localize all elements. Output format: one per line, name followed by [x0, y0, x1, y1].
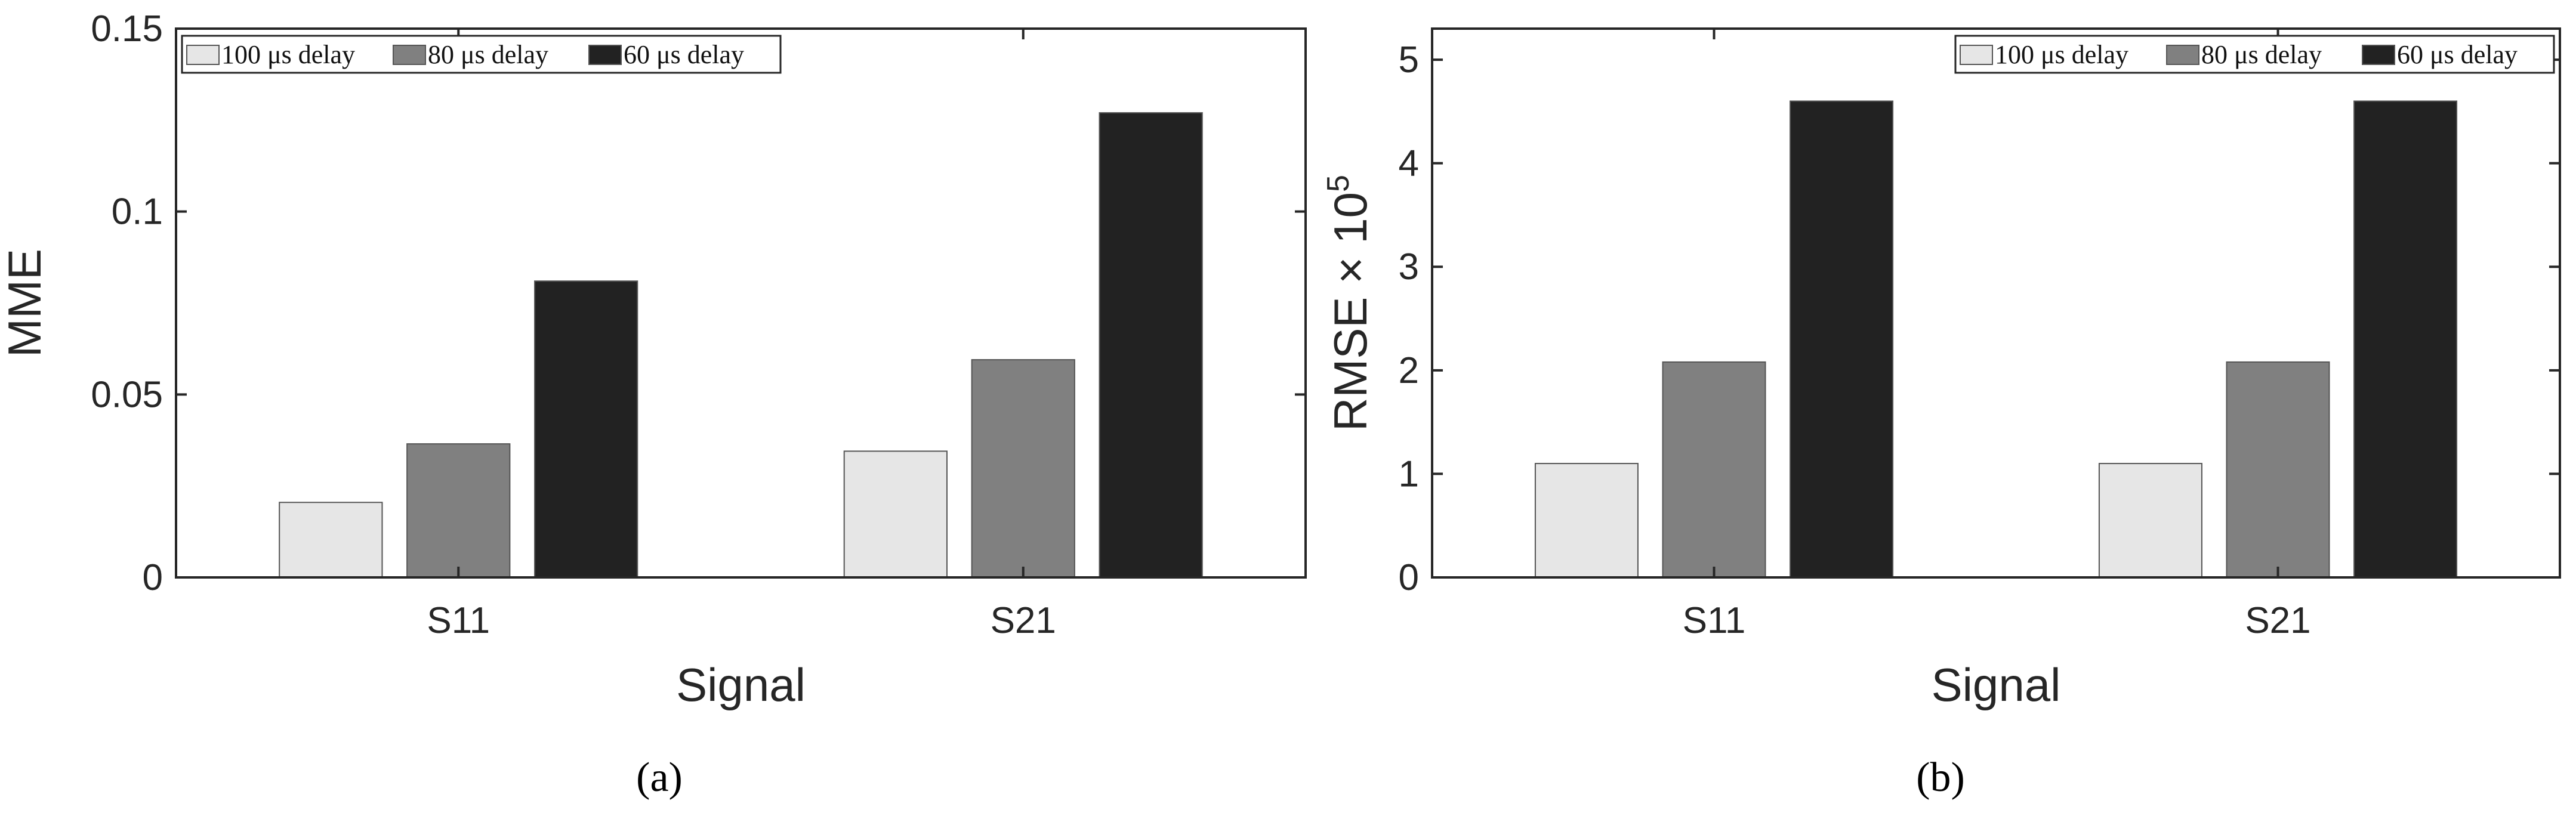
- x-tick-label: S11: [427, 600, 490, 641]
- y-tick-label: 0.05: [91, 374, 163, 415]
- bar-3-s11: [534, 280, 638, 578]
- panel-label: (b): [1916, 755, 1965, 800]
- bar-3-s21: [2353, 100, 2458, 578]
- y-axis-label-multiplier: × 10: [1324, 192, 1377, 297]
- plot-frame: [175, 27, 1307, 579]
- legend-label-3: 60 μs delay: [2397, 40, 2518, 69]
- y-axis-label: MME: [0, 249, 51, 357]
- x-axis-label: Signal: [1932, 659, 2061, 711]
- bar-2-s21: [2226, 361, 2330, 579]
- x-tick-label: S11: [1683, 600, 1746, 641]
- bar-2-s11: [406, 443, 511, 579]
- legend-swatch-3: [588, 45, 622, 65]
- legend-label-1: 100 μs delay: [1995, 40, 2128, 69]
- y-tick-label: 0.15: [91, 8, 163, 50]
- y-tick-label: 0.1: [112, 191, 163, 233]
- chart-panel-1: 0 0.05 0.1 0.15 S11 S21 Signal MME 100 μs delay 8…: [0, 8, 1307, 800]
- y-tick-label: 0: [143, 557, 163, 598]
- legend: 100 μs delay 80 μs delay 60 μs delay: [181, 35, 782, 74]
- y-tick-label: 0: [1399, 557, 1419, 598]
- x-axis-label: Signal: [676, 659, 806, 711]
- x-tick-label: S21: [991, 600, 1056, 641]
- legend: 100 μs delay 80 μs delay 60 μs delay: [1954, 35, 2555, 74]
- y-tick-label: 5: [1399, 39, 1419, 81]
- y-axis-label-exponent: 5: [1321, 175, 1356, 192]
- y-axis-label-text: RMSE: [1324, 297, 1377, 431]
- bar-2-s11: [1662, 361, 1766, 579]
- legend-box: [181, 35, 782, 74]
- legend-label-2: 80 μs delay: [2201, 40, 2322, 69]
- y-tick-label: 1: [1399, 453, 1419, 494]
- x-tick-label: S21: [2245, 600, 2310, 641]
- y-tick-label: 3: [1399, 246, 1419, 288]
- y-axis-label: RMSE × 105: [1321, 175, 1377, 431]
- bar-3-s21: [1099, 112, 1203, 579]
- panel-label: (a): [636, 755, 683, 800]
- legend-label-3: 60 μs delay: [624, 40, 744, 69]
- bar-1-s11: [1534, 463, 1639, 578]
- legend-label-2: 80 μs delay: [428, 40, 548, 69]
- legend-swatch-1: [1960, 45, 1993, 65]
- legend-label-1: 100 μs delay: [221, 40, 355, 69]
- bar-1-s11: [279, 502, 383, 578]
- legend-swatch-3: [2362, 45, 2395, 65]
- bar-1-s21: [843, 450, 948, 579]
- plot-frame: [1431, 27, 2561, 579]
- legend-box: [1954, 35, 2555, 74]
- y-axis-label-text: MME: [0, 249, 51, 357]
- bar-2-s21: [971, 359, 1075, 578]
- y-tick-label: 4: [1399, 143, 1419, 184]
- bar-1-s21: [2098, 463, 2202, 578]
- y-tick-label: 2: [1399, 350, 1419, 391]
- legend-swatch-2: [393, 45, 426, 65]
- legend-swatch-2: [2166, 45, 2199, 65]
- bar-3-s11: [1790, 100, 1894, 578]
- legend-swatch-1: [186, 45, 220, 65]
